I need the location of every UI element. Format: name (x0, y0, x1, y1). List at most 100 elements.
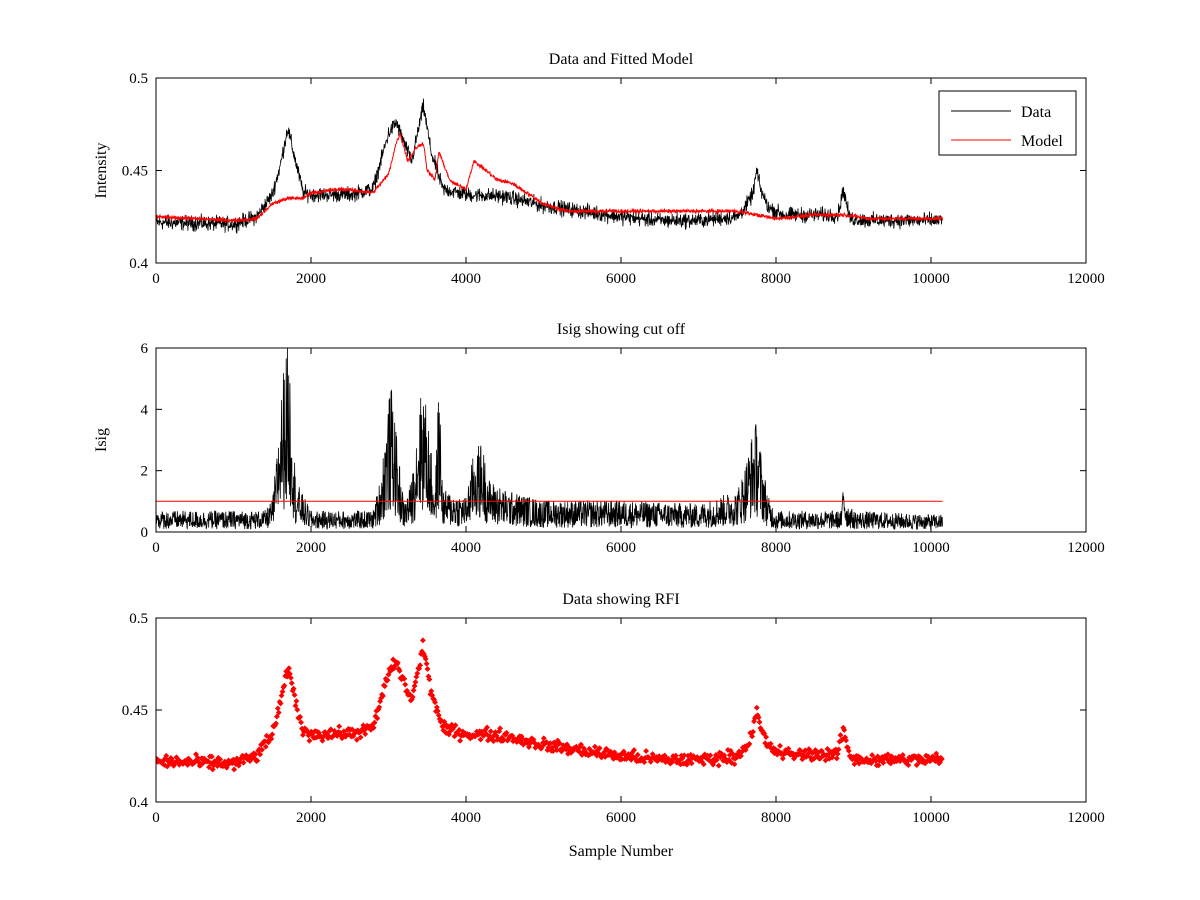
data-point (379, 693, 386, 699)
data-point (854, 757, 861, 764)
data-point (688, 760, 695, 767)
data-point (647, 758, 654, 765)
data-point (679, 755, 686, 762)
y-tick-label: 6 (141, 341, 149, 357)
data-point (869, 752, 876, 758)
data-point (707, 752, 714, 759)
data-point (824, 746, 831, 752)
data-point (698, 758, 705, 765)
data-point (273, 720, 279, 727)
data-point (684, 761, 690, 768)
chart-title: Data and Fitted Model (549, 51, 694, 68)
data-point (477, 736, 484, 743)
x-tick-label: 0 (152, 810, 160, 826)
data-point (767, 740, 774, 747)
data-point (661, 752, 668, 759)
data-point (751, 718, 757, 725)
data-point (309, 731, 316, 737)
y-tick-label: 0.5 (129, 611, 148, 627)
data-point (777, 742, 783, 749)
data-point (558, 748, 565, 755)
data-point (785, 745, 792, 752)
data-point (193, 751, 199, 758)
x-tick-label: 8000 (761, 540, 791, 556)
data-point (315, 729, 322, 736)
data-point (799, 756, 806, 763)
data-point (540, 735, 547, 742)
data-point (275, 709, 282, 716)
data-point (170, 762, 177, 769)
data-point (484, 724, 491, 731)
data-point (672, 752, 679, 759)
data-point (394, 659, 401, 666)
data-point (830, 751, 836, 758)
y-axis-label: Isig (93, 428, 110, 452)
x-tick-label: 12000 (1067, 810, 1105, 826)
data-point (581, 747, 588, 754)
data-point (700, 761, 707, 768)
data-point (362, 731, 369, 737)
x-tick-label: 2000 (296, 540, 326, 556)
data-point (281, 682, 288, 689)
data-point (863, 755, 870, 762)
data-point (686, 758, 693, 764)
data-point (842, 734, 849, 741)
data-point (845, 747, 852, 754)
y-tick-label: 0.45 (122, 703, 148, 719)
data-point (620, 748, 627, 755)
data-point (419, 637, 426, 644)
data-point (300, 731, 306, 738)
chart-title: Data showing RFI (562, 591, 679, 608)
x-tick-label: 10000 (912, 540, 950, 556)
x-tick-label: 8000 (761, 810, 791, 826)
data-point (254, 757, 261, 764)
y-tick-label: 0.5 (129, 71, 148, 87)
scatter-series-series-1 (156, 637, 945, 773)
data-point (428, 688, 435, 694)
data-point (349, 726, 356, 733)
data-point (833, 755, 840, 762)
y-axis-label: Intensity (93, 143, 110, 199)
data-point (552, 743, 559, 750)
data-point (185, 755, 192, 762)
data-point (487, 728, 494, 735)
data-point (746, 741, 753, 747)
series-group (156, 98, 943, 234)
data-point (404, 687, 411, 694)
data-point (401, 675, 408, 682)
legend-label: Model (1021, 133, 1063, 150)
data-point (763, 734, 770, 740)
data-point (410, 687, 417, 694)
data-point (413, 673, 420, 680)
data-point (381, 683, 388, 690)
line-series-model (156, 132, 943, 224)
data-point (357, 734, 364, 741)
data-point (503, 729, 510, 736)
data-point (402, 681, 409, 688)
data-point (596, 745, 603, 752)
x-tick-label: 12000 (1067, 540, 1105, 556)
data-point (268, 735, 275, 742)
x-tick-label: 6000 (606, 540, 636, 556)
data-point (592, 743, 598, 750)
line-series-series-1 (156, 348, 943, 531)
data-point (409, 694, 416, 700)
y-tick-label: 0.45 (122, 164, 148, 180)
data-point (554, 737, 561, 744)
data-point (259, 746, 265, 753)
data-point (905, 762, 912, 769)
x-tick-label: 0 (152, 540, 160, 556)
data-point (433, 704, 440, 711)
data-point (396, 667, 403, 674)
data-point (424, 666, 431, 672)
data-point (755, 714, 762, 721)
data-point (750, 728, 756, 735)
data-point (297, 713, 304, 720)
x-tick-label: 4000 (451, 540, 481, 556)
y-tick-label: 0.4 (129, 256, 148, 272)
data-point (496, 728, 503, 735)
data-point (753, 704, 760, 711)
data-point (451, 733, 458, 740)
x-tick-label: 10000 (912, 810, 950, 826)
